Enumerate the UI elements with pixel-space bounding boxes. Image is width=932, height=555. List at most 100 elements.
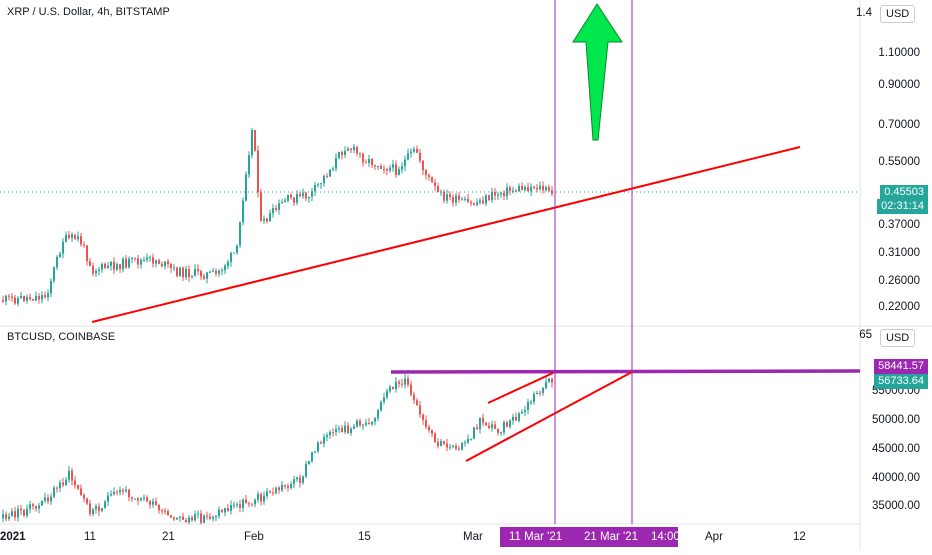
candle-body <box>548 187 550 191</box>
candle-body <box>245 174 247 201</box>
candle-body <box>464 442 466 444</box>
candle-body <box>299 477 301 483</box>
candle-body <box>242 499 244 508</box>
candle-body <box>233 252 235 254</box>
candle-body <box>419 152 421 161</box>
candle-body <box>365 162 367 164</box>
candle-body <box>179 516 181 518</box>
candle-body <box>332 432 334 434</box>
candle-body <box>170 264 172 269</box>
candle-body <box>176 267 178 277</box>
candle-body <box>317 184 319 186</box>
candle-body <box>2 514 4 518</box>
candle-body <box>257 493 259 500</box>
candle-body <box>134 498 136 500</box>
xrp-price-tick: 0.37000 <box>878 219 920 231</box>
candle-body <box>230 252 232 262</box>
candle-body <box>362 424 364 426</box>
candle-body <box>218 270 220 274</box>
candle-body <box>296 194 298 203</box>
candle-body <box>401 383 403 385</box>
candle-body <box>89 261 91 266</box>
candle-body <box>326 175 328 177</box>
candle-body <box>416 148 418 153</box>
candle-body <box>386 391 388 398</box>
candle-body <box>113 261 115 270</box>
candle-body <box>53 267 55 281</box>
candle-body <box>101 263 103 270</box>
time-tick: Apr <box>705 531 723 543</box>
xrp-currency-badge[interactable]: USD <box>880 5 916 23</box>
btc-candles <box>2 373 553 525</box>
candle-body <box>281 202 283 204</box>
candle-body <box>155 501 157 506</box>
candle-body <box>293 479 295 485</box>
candle-body <box>62 482 64 486</box>
candle-body <box>275 487 277 494</box>
candle-body <box>476 427 478 430</box>
time-tick: Feb <box>244 531 264 543</box>
candle-body <box>74 480 76 486</box>
candle-body <box>200 513 202 523</box>
candle-body <box>347 425 349 434</box>
candle-body <box>131 497 133 499</box>
candle-body <box>53 487 55 497</box>
candle-body <box>305 192 307 199</box>
candle-body <box>383 168 385 170</box>
btc-upper-wedge-line[interactable] <box>487 372 554 404</box>
candle-body <box>146 497 148 502</box>
candle-body <box>158 260 160 264</box>
candle-body <box>92 509 94 515</box>
candle-body <box>161 263 163 267</box>
candle-body <box>434 182 436 187</box>
candle-body <box>203 276 205 279</box>
candle-body <box>455 445 457 449</box>
candle-body <box>467 198 469 203</box>
candle-body <box>431 429 433 434</box>
candle-body <box>491 192 493 201</box>
candle-body <box>308 196 310 199</box>
candle-body <box>347 148 349 151</box>
candle-body <box>65 234 67 242</box>
candle-body <box>452 196 454 203</box>
candle-body <box>503 422 505 433</box>
candle-body <box>167 511 169 516</box>
candle-body <box>71 470 73 481</box>
candle-body <box>497 428 499 433</box>
candle-body <box>488 195 490 201</box>
candle-body <box>8 516 10 519</box>
candle-body <box>134 257 136 259</box>
candle-body <box>8 295 10 297</box>
candle-body <box>212 270 214 272</box>
candle-body <box>323 175 325 184</box>
candle-body <box>509 187 511 191</box>
btc-price-tick: 35000.00 <box>872 500 920 512</box>
candle-body <box>248 503 250 505</box>
candle-body <box>332 168 334 170</box>
candle-body <box>14 511 16 518</box>
candle-body <box>194 514 196 521</box>
candle-body <box>86 498 88 504</box>
candle-body <box>413 148 415 152</box>
candle-body <box>185 268 187 278</box>
candle-body <box>500 432 502 434</box>
candle-body <box>107 495 109 502</box>
btc-lower-wedge-line[interactable] <box>465 371 633 462</box>
btc-currency-badge[interactable]: USD <box>880 329 916 347</box>
btc-resistance-line[interactable] <box>390 369 861 374</box>
candle-body <box>539 392 541 394</box>
candle-body <box>410 384 412 395</box>
xrp-trendline[interactable] <box>91 146 801 323</box>
candle-body <box>443 191 445 201</box>
candle-body <box>302 476 304 483</box>
candle-body <box>11 296 13 298</box>
candle-body <box>137 498 139 501</box>
btc-pane-title: BTCUSD, COINBASE <box>7 331 116 343</box>
candle-body <box>200 271 202 277</box>
up-arrow-icon[interactable] <box>572 3 623 141</box>
candle-body <box>470 202 472 204</box>
candle-body <box>149 257 151 259</box>
candle-body <box>86 245 88 262</box>
